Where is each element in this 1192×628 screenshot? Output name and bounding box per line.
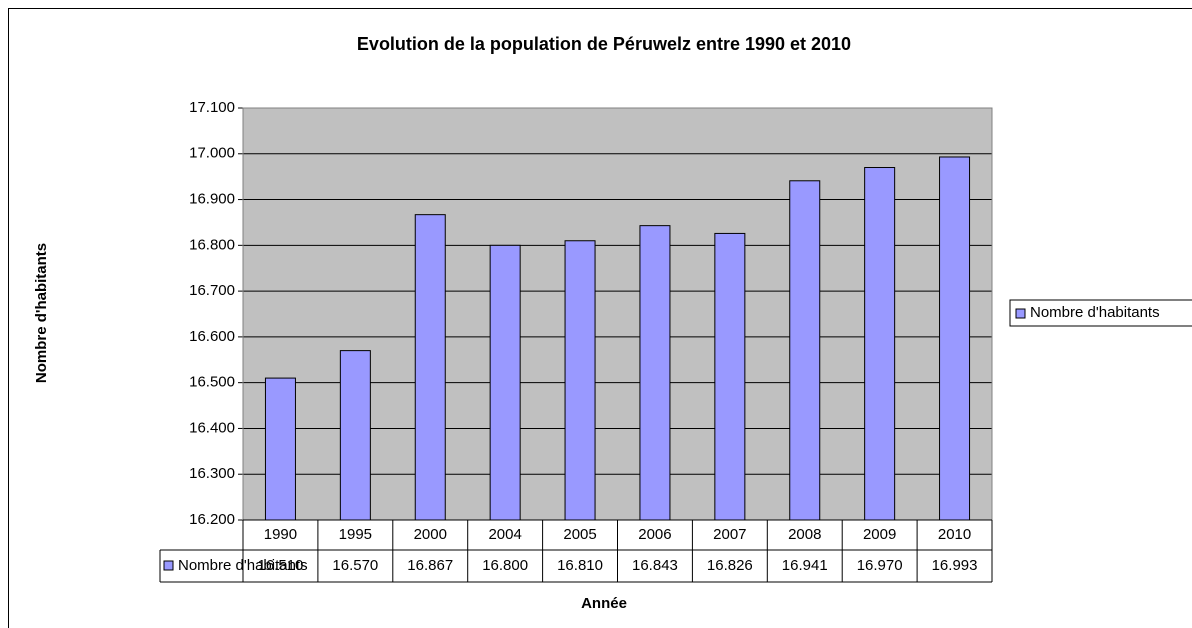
bar	[414, 214, 446, 521]
y-tick-label: 17.000	[189, 145, 235, 162]
y-tick-label: 16.200	[189, 511, 235, 528]
bar	[639, 225, 671, 521]
data-table-value: 16.941	[782, 557, 828, 574]
y-tick-label: 16.300	[189, 465, 235, 482]
bar	[789, 180, 821, 521]
data-table-value: 16.993	[932, 557, 978, 574]
x-tick-label: 2009	[863, 526, 896, 543]
y-tick-label: 16.900	[189, 191, 235, 208]
y-tick-label: 16.600	[189, 328, 235, 345]
bar	[564, 240, 596, 521]
table-series-name: Nombre d'habitants	[178, 557, 308, 574]
data-table-value: 16.810	[557, 557, 603, 574]
data-table-value: 16.510	[258, 557, 304, 574]
x-tick-label: 2005	[563, 526, 596, 543]
data-table-value: 16.970	[857, 557, 903, 574]
x-tick-label: 2000	[414, 526, 447, 543]
y-tick-label: 16.800	[189, 236, 235, 253]
bar	[264, 377, 296, 521]
y-tick-label: 16.400	[189, 419, 235, 436]
data-table-value: 16.843	[632, 557, 678, 574]
chart-title: Evolution de la population de Péruwelz e…	[357, 34, 851, 54]
x-tick-label: 2007	[713, 526, 746, 543]
data-table-value: 16.867	[407, 557, 453, 574]
y-tick-label: 16.700	[189, 282, 235, 299]
table-legend-key	[163, 560, 174, 571]
x-tick-label: 1990	[264, 526, 297, 543]
x-tick-label: 2006	[638, 526, 671, 543]
x-axis-title: Année	[581, 595, 627, 612]
x-tick-label: 2010	[938, 526, 971, 543]
legend-key	[1015, 308, 1026, 319]
y-tick-label: 16.500	[189, 374, 235, 391]
data-table-value: 16.570	[332, 557, 378, 574]
bar	[714, 232, 746, 521]
x-tick-label: 2008	[788, 526, 821, 543]
data-table-value: 16.826	[707, 557, 753, 574]
legend-label: Nombre d'habitants	[1030, 304, 1160, 321]
x-tick-label: 2004	[488, 526, 521, 543]
data-table-value: 16.800	[482, 557, 528, 574]
bar	[864, 167, 896, 521]
y-tick-label: 17.100	[189, 99, 235, 116]
bar	[939, 156, 971, 521]
bar	[339, 350, 371, 521]
bar	[489, 244, 521, 521]
x-tick-label: 1995	[339, 526, 372, 543]
y-axis-title: Nombre d'habitants	[33, 243, 50, 383]
legend-box	[1009, 299, 1192, 327]
